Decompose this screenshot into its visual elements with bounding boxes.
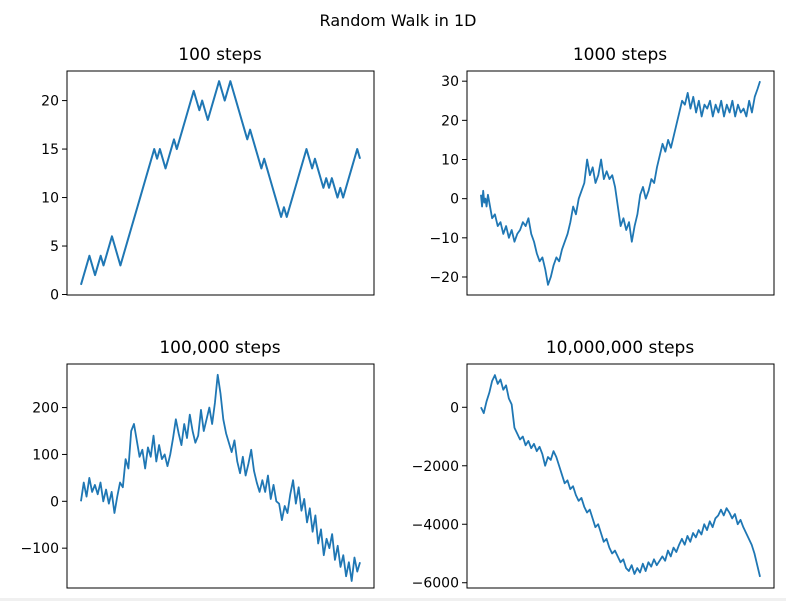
subplot-title: 100 steps <box>178 45 262 65</box>
y-tick-label: 20 <box>441 113 459 129</box>
y-tick-label: 0 <box>450 400 459 416</box>
y-tick-label: −6000 <box>412 576 459 592</box>
y-tick-label: −2000 <box>412 459 459 475</box>
y-tick-label: −4000 <box>412 517 459 533</box>
y-tick-label: 10 <box>441 153 459 169</box>
axes-frame <box>466 70 775 296</box>
y-tick-label: −20 <box>429 270 459 286</box>
figure-suptitle: Random Walk in 1D <box>320 11 477 30</box>
y-tick-label: −100 <box>21 541 59 557</box>
series-line <box>80 373 361 582</box>
plot-area <box>80 373 361 582</box>
y-tick-label: 5 <box>50 239 59 255</box>
y-tick-label: 10 <box>41 191 59 207</box>
y-tick-label: 100 <box>32 447 59 463</box>
subplot-title: 10,000,000 steps <box>546 338 695 358</box>
axes-frame <box>466 363 775 589</box>
y-tick-label: 30 <box>441 74 459 90</box>
window-bottom-edge <box>0 598 786 601</box>
y-tick-label: 15 <box>41 142 59 158</box>
series-line <box>480 80 761 286</box>
y-tick-label: 200 <box>32 401 59 417</box>
subplot-100000-steps: 100,000 steps −100 0 100 200 <box>21 338 375 589</box>
y-tick-label: 0 <box>50 288 59 304</box>
series-line <box>79 80 362 286</box>
subplot-title: 1000 steps <box>573 45 667 65</box>
y-tick-label: 20 <box>41 94 59 110</box>
subplot-1000-steps: 1000 steps −20 −10 0 10 20 30 <box>429 45 775 296</box>
subplot-100-steps: 100 steps 0 5 10 15 20 <box>41 45 375 304</box>
y-tick-label: 0 <box>450 192 459 208</box>
subplot-10000000-steps: 10,000,000 steps −6000 −4000 −2000 0 <box>412 338 775 592</box>
series-line <box>480 374 761 578</box>
plot-area <box>79 80 362 286</box>
plot-area <box>480 374 761 578</box>
y-tick-label: −10 <box>429 231 459 247</box>
subplot-title: 100,000 steps <box>159 338 280 358</box>
y-tick-label: 0 <box>50 494 59 510</box>
plot-area <box>480 80 761 286</box>
